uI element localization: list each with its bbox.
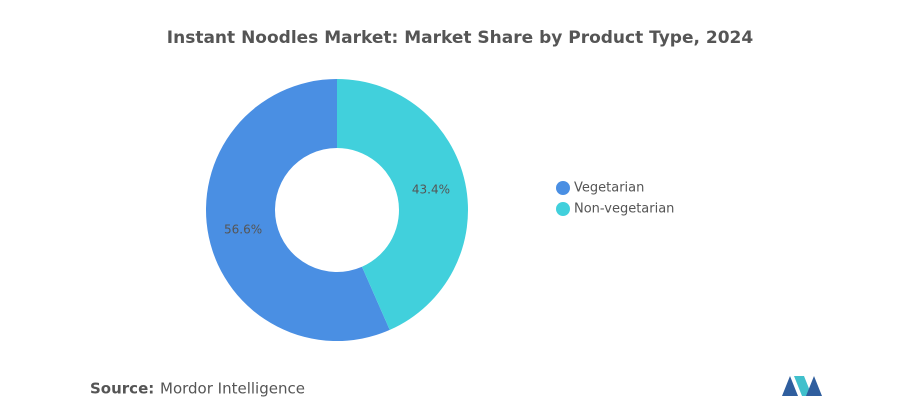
legend-label: Non-vegetarian (574, 202, 674, 217)
legend-label: Vegetarian (574, 181, 644, 196)
legend-marker (556, 181, 570, 195)
logo (782, 376, 822, 396)
slice (337, 79, 468, 330)
data-label: 43.4% (412, 183, 450, 197)
legend-marker (556, 202, 570, 216)
source-label: Source: (90, 380, 154, 398)
data-label: 56.6% (224, 222, 262, 236)
slice (206, 79, 390, 342)
source: Mordor Intelligence (160, 380, 305, 398)
chart-title: Instant Noodles Market: Market Share by … (167, 28, 754, 48)
